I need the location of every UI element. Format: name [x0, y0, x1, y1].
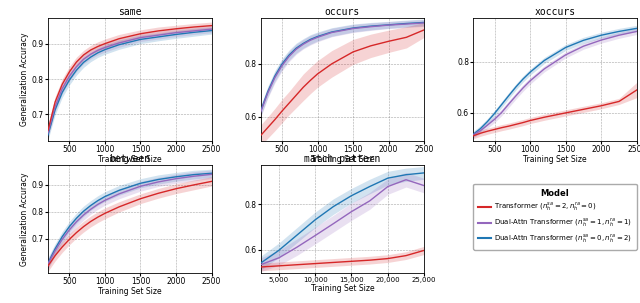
X-axis label: Training Set Size: Training Set Size	[310, 155, 374, 165]
Title: between: between	[109, 154, 150, 164]
Title: occurs: occurs	[324, 7, 360, 17]
X-axis label: Training Set Size: Training Set Size	[524, 155, 587, 165]
Y-axis label: Generalization Accuracy: Generalization Accuracy	[20, 33, 29, 126]
Title: xoccurs: xoccurs	[534, 7, 575, 17]
Legend: Transformer ($n_h^{sa} = 2, n_h^{ra} = 0$), Dual-Attn Transformer ($n_h^{sa} = 1: Transformer ($n_h^{sa} = 2, n_h^{ra} = 0…	[473, 184, 637, 250]
X-axis label: Training Set Size: Training Set Size	[98, 155, 161, 165]
X-axis label: Training Set Size: Training Set Size	[98, 287, 161, 296]
Y-axis label: Generalization Accuracy: Generalization Accuracy	[20, 172, 29, 266]
Title: same: same	[118, 7, 141, 17]
Title: match pattern: match pattern	[304, 154, 381, 164]
X-axis label: Training Set Size: Training Set Size	[310, 284, 374, 293]
